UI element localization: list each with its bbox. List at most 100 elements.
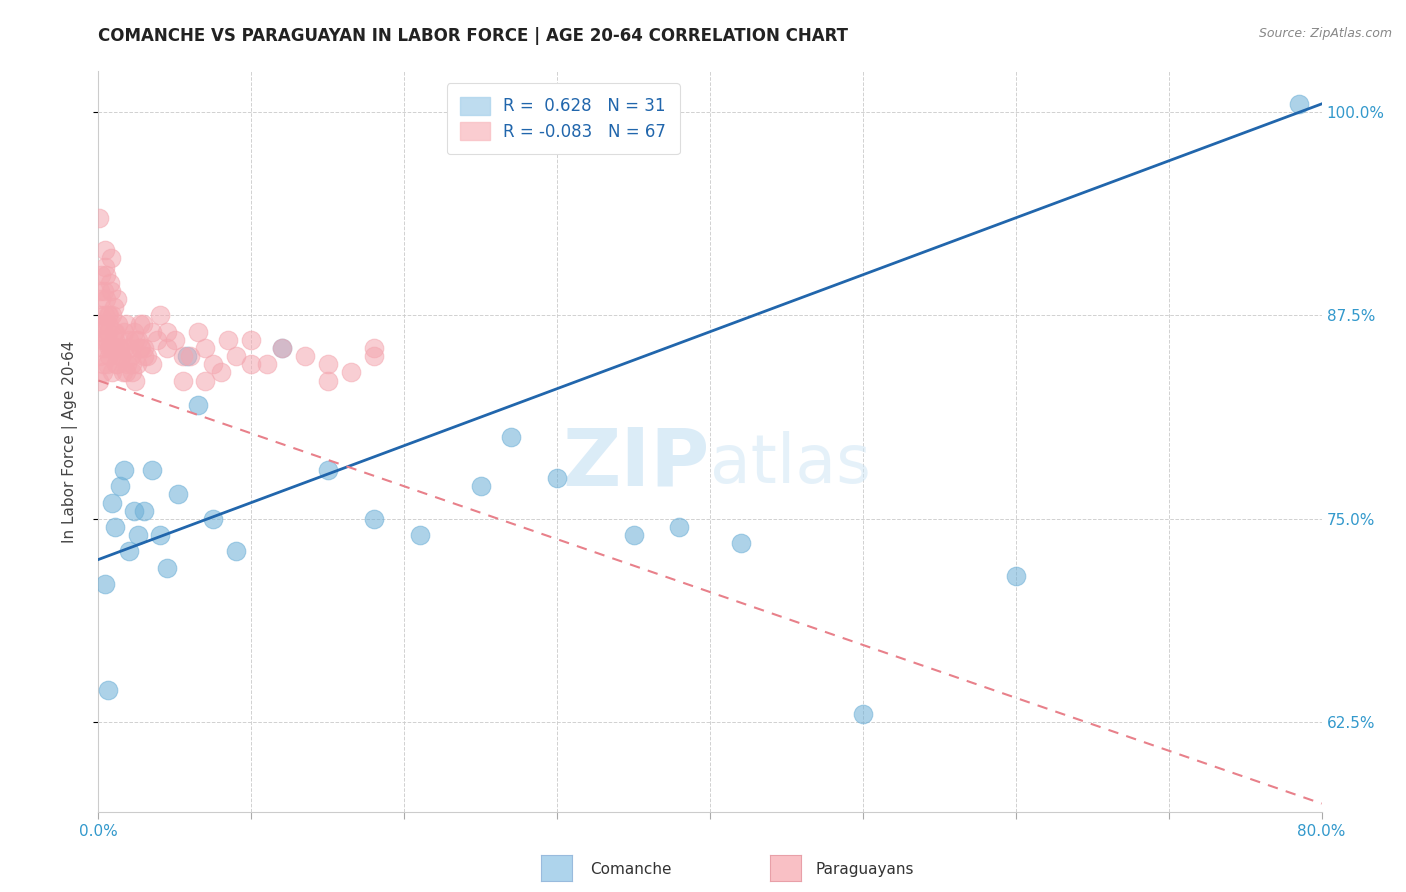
Point <box>91 317 114 331</box>
Point <box>240 333 263 347</box>
Point <box>101 341 124 355</box>
Point <box>172 374 194 388</box>
Point <box>240 357 263 371</box>
Point <box>128 317 150 331</box>
Point <box>98 276 121 290</box>
Point <box>1288 96 1310 111</box>
Point <box>107 317 129 331</box>
Point <box>270 341 294 355</box>
Point <box>101 365 124 379</box>
Point <box>108 341 131 355</box>
Point <box>115 365 138 379</box>
Text: Paraguayans: Paraguayans <box>815 863 914 877</box>
Point <box>149 309 172 323</box>
Point <box>172 349 194 363</box>
Point <box>117 357 139 371</box>
Point <box>118 333 141 347</box>
Text: ZIP: ZIP <box>562 425 710 503</box>
Point <box>156 325 179 339</box>
Point <box>100 341 122 355</box>
Point <box>363 512 385 526</box>
Point <box>97 317 120 331</box>
Point <box>294 349 316 363</box>
Point <box>141 357 163 371</box>
Point <box>121 357 143 371</box>
Point <box>120 349 142 363</box>
Text: Source: ZipAtlas.com: Source: ZipAtlas.com <box>1258 27 1392 40</box>
Point <box>118 341 141 355</box>
Y-axis label: In Labor Force | Age 20-64: In Labor Force | Age 20-64 <box>62 341 77 542</box>
Point <box>98 309 121 323</box>
Point <box>134 504 156 518</box>
Point <box>100 252 122 266</box>
Point <box>104 325 127 339</box>
Point <box>90 317 112 331</box>
Point <box>112 341 135 355</box>
Point <box>156 341 179 355</box>
Point <box>121 365 143 379</box>
Point <box>125 357 148 371</box>
Point <box>122 504 145 518</box>
Point <box>129 341 152 355</box>
Point <box>89 349 111 363</box>
Point <box>202 357 225 371</box>
Point <box>108 479 131 493</box>
Point <box>97 325 120 339</box>
Point <box>363 341 385 355</box>
Point <box>270 341 294 355</box>
Point <box>145 333 167 347</box>
Point <box>730 536 752 550</box>
Point <box>93 577 115 591</box>
Point <box>91 325 114 339</box>
Point <box>110 349 132 363</box>
Point <box>194 374 217 388</box>
Point <box>93 244 115 258</box>
Point <box>96 333 118 347</box>
Point <box>96 357 118 371</box>
Point <box>93 341 115 355</box>
Point <box>89 374 111 388</box>
Point <box>176 349 198 363</box>
Point <box>546 471 568 485</box>
Point <box>89 211 111 225</box>
Point <box>132 317 155 331</box>
Point <box>105 292 128 306</box>
Point <box>93 284 115 298</box>
Point <box>91 365 114 379</box>
Point <box>623 528 645 542</box>
Point <box>316 357 339 371</box>
Point <box>118 544 141 558</box>
Point <box>149 528 172 542</box>
Point <box>105 357 128 371</box>
Point <box>194 341 217 355</box>
Point <box>209 365 232 379</box>
Point <box>202 512 225 526</box>
Point <box>89 284 111 298</box>
Point <box>111 365 134 379</box>
Point <box>96 333 118 347</box>
Point <box>97 682 120 697</box>
Point <box>89 309 111 323</box>
Point <box>141 325 163 339</box>
Point <box>124 374 146 388</box>
Point <box>104 520 127 534</box>
Point <box>156 560 179 574</box>
Point <box>94 268 117 282</box>
Point <box>316 374 339 388</box>
Point <box>256 357 278 371</box>
Point <box>1004 568 1026 582</box>
Point <box>852 707 875 722</box>
Point <box>122 325 145 339</box>
Point <box>110 349 132 363</box>
Point <box>501 430 523 444</box>
Point <box>98 349 121 363</box>
Point <box>97 341 120 355</box>
Point <box>128 341 150 355</box>
Point <box>108 341 131 355</box>
Point <box>127 528 149 542</box>
Text: Comanche: Comanche <box>591 863 672 877</box>
Text: COMANCHE VS PARAGUAYAN IN LABOR FORCE | AGE 20-64 CORRELATION CHART: COMANCHE VS PARAGUAYAN IN LABOR FORCE | … <box>98 27 848 45</box>
Point <box>91 333 114 347</box>
Point <box>339 365 361 379</box>
Point <box>217 333 239 347</box>
